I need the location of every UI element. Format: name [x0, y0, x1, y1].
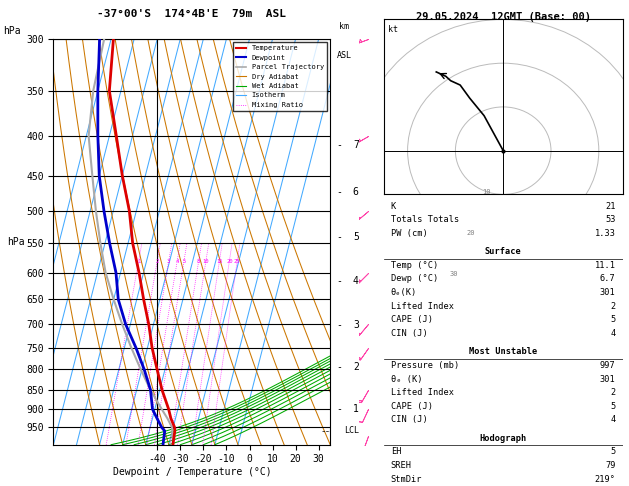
Text: Totals Totals: Totals Totals: [391, 215, 459, 224]
Text: 301: 301: [600, 288, 616, 297]
Text: 6: 6: [353, 187, 359, 197]
Text: Temp (°C): Temp (°C): [391, 261, 438, 270]
Text: -37°00'S  174°4B'E  79m  ASL: -37°00'S 174°4B'E 79m ASL: [97, 9, 286, 19]
Text: Surface: Surface: [485, 247, 521, 256]
Text: km: km: [339, 22, 349, 31]
Text: StmDir: StmDir: [391, 475, 422, 484]
Text: 25: 25: [234, 259, 240, 263]
Text: 219°: 219°: [594, 475, 616, 484]
Text: 29.05.2024  12GMT (Base: 00): 29.05.2024 12GMT (Base: 00): [416, 12, 591, 22]
X-axis label: Dewpoint / Temperature (°C): Dewpoint / Temperature (°C): [113, 467, 271, 477]
Text: 2: 2: [610, 388, 616, 397]
Text: 5: 5: [610, 402, 616, 411]
Text: ASL: ASL: [337, 51, 352, 60]
Text: kt: kt: [389, 25, 398, 34]
Text: K: K: [391, 202, 396, 210]
Text: Dewp (°C): Dewp (°C): [391, 275, 438, 283]
Text: Lifted Index: Lifted Index: [391, 388, 454, 397]
Text: 1: 1: [353, 404, 359, 414]
Text: EH: EH: [391, 448, 401, 456]
Text: SREH: SREH: [391, 461, 412, 470]
Text: θₑ(K): θₑ(K): [391, 288, 417, 297]
Text: 1: 1: [137, 259, 140, 263]
Text: 4: 4: [610, 416, 616, 424]
Text: Most Unstable: Most Unstable: [469, 347, 537, 356]
Text: -: -: [336, 232, 342, 242]
Text: Hodograph: Hodograph: [479, 434, 527, 443]
Text: 5: 5: [353, 232, 359, 242]
Text: 3: 3: [353, 320, 359, 330]
Text: θₑ (K): θₑ (K): [391, 375, 422, 383]
Text: 5: 5: [610, 315, 616, 324]
Text: LCL: LCL: [344, 426, 359, 435]
Text: hPa: hPa: [7, 237, 25, 247]
Text: 2: 2: [155, 259, 159, 263]
Text: CIN (J): CIN (J): [391, 416, 428, 424]
Text: 4: 4: [175, 259, 179, 263]
Text: 10: 10: [482, 189, 491, 195]
Text: 1.33: 1.33: [594, 229, 616, 238]
Text: 20: 20: [466, 230, 475, 236]
Text: 4: 4: [610, 329, 616, 338]
Text: hPa: hPa: [3, 26, 21, 36]
Text: 79: 79: [605, 461, 616, 470]
Text: 6.7: 6.7: [600, 275, 616, 283]
Text: CAPE (J): CAPE (J): [391, 402, 433, 411]
Text: -: -: [336, 404, 342, 414]
Text: 15: 15: [216, 259, 223, 263]
Text: 21: 21: [605, 202, 616, 210]
Text: 30: 30: [450, 271, 459, 277]
Text: 7: 7: [353, 140, 359, 150]
Text: 10: 10: [203, 259, 209, 263]
Text: -: -: [336, 277, 342, 286]
Legend: Temperature, Dewpoint, Parcel Trajectory, Dry Adiabat, Wet Adiabat, Isotherm, Mi: Temperature, Dewpoint, Parcel Trajectory…: [233, 42, 326, 111]
Text: 2: 2: [610, 302, 616, 311]
Text: -: -: [336, 187, 342, 197]
Text: -: -: [336, 320, 342, 330]
Text: PW (cm): PW (cm): [391, 229, 428, 238]
Text: 20: 20: [226, 259, 233, 263]
Text: 5: 5: [610, 448, 616, 456]
Text: 53: 53: [605, 215, 616, 224]
Text: -: -: [336, 140, 342, 150]
Text: 2: 2: [353, 363, 359, 372]
Text: 301: 301: [600, 375, 616, 383]
Text: 11.1: 11.1: [594, 261, 616, 270]
Text: Pressure (mb): Pressure (mb): [391, 361, 459, 370]
Text: 8: 8: [197, 259, 200, 263]
Text: 5: 5: [182, 259, 186, 263]
Text: 4: 4: [353, 277, 359, 286]
Text: Lifted Index: Lifted Index: [391, 302, 454, 311]
Text: CIN (J): CIN (J): [391, 329, 428, 338]
Text: -: -: [336, 363, 342, 372]
Text: 997: 997: [600, 361, 616, 370]
Text: CAPE (J): CAPE (J): [391, 315, 433, 324]
Text: 3: 3: [167, 259, 170, 263]
